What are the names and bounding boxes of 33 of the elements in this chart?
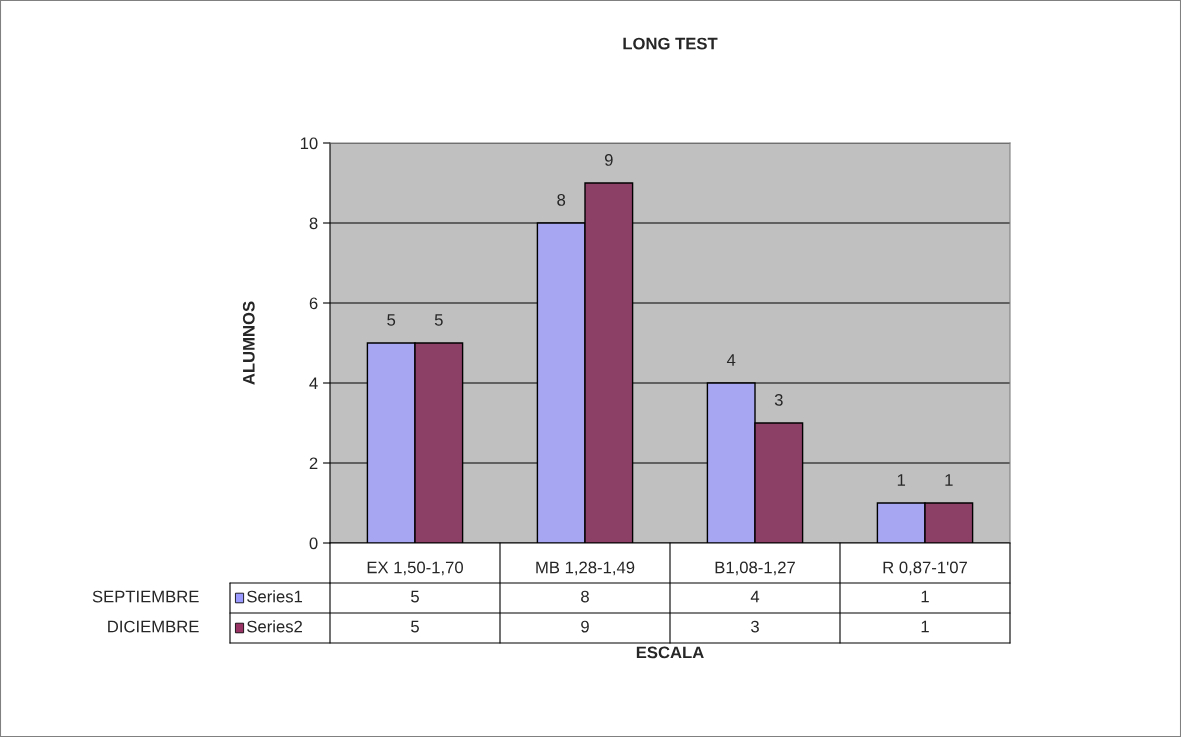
data-label: 4 xyxy=(750,590,760,603)
y-tick-label: 2 xyxy=(309,457,318,470)
annotation: 9 xyxy=(604,154,613,166)
legend-label: Series2 xyxy=(247,620,302,633)
y-tick-label: 8 xyxy=(309,217,318,230)
y-tick-label: 10 xyxy=(300,137,318,150)
data-label: 1 xyxy=(921,590,929,603)
annotation: 1 xyxy=(897,474,906,486)
annotation: 4 xyxy=(726,354,736,366)
x-tick-label: EX 1,50-1,70 xyxy=(367,561,463,576)
x-tick-label: R 0,87-1'07 xyxy=(883,561,967,576)
data-label: 5 xyxy=(411,620,419,633)
y-tick-label: 4 xyxy=(309,377,318,390)
text: DICIEMBRE xyxy=(108,620,199,633)
data-label: 8 xyxy=(581,590,589,603)
y-axis-title: ALUMNOS xyxy=(242,301,255,385)
annotation: 1 xyxy=(945,474,953,486)
annotation: 8 xyxy=(557,194,566,206)
data-label: 9 xyxy=(581,620,589,633)
chart-title: LONG TEST xyxy=(623,37,718,50)
x-axis-title: ESCALA xyxy=(636,646,704,659)
annotation: 3 xyxy=(774,394,783,406)
x-tick-label: B1,08-1,27 xyxy=(715,561,795,576)
data-label: 3 xyxy=(751,620,759,633)
legend-label: Series1 xyxy=(247,590,303,603)
y-tick-label: 6 xyxy=(309,297,318,310)
y-tick-label: 0 xyxy=(309,537,318,550)
data-label: 5 xyxy=(411,590,419,603)
x-tick-label: MB 1,28-1,49 xyxy=(536,561,635,576)
data-label: 1 xyxy=(921,620,929,633)
annotation: 5 xyxy=(434,314,443,326)
text: SEPTIEMBRE xyxy=(92,590,199,603)
annotation: 5 xyxy=(387,314,396,326)
